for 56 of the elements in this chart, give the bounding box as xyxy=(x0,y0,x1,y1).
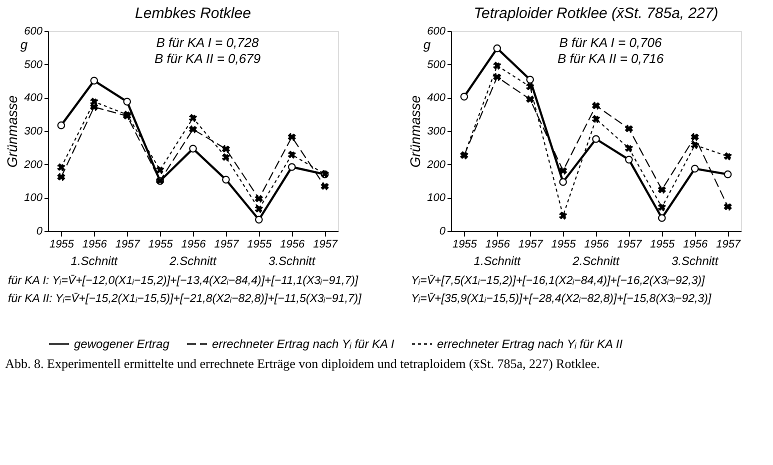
text: Yᵢ=V̄+[35,9(X1ᵢ−15,5)]+[−28,4(X2ᵢ−82,8)]+[−15,8(X3ᵢ−92,3)] xyxy=(411,292,712,305)
x-tick-label: 1955 xyxy=(452,238,478,250)
x-tick-label: 1957 xyxy=(115,238,141,250)
y-tick-label: 300 xyxy=(24,126,44,138)
y-axis-title: Grünmasse xyxy=(4,95,20,168)
x-tick-label: 1955 xyxy=(247,238,273,250)
y-axis-title: Grünmasse xyxy=(407,95,424,168)
annotation: B für KA I = 0,728 xyxy=(156,35,260,50)
y-tick-label: 300 xyxy=(427,126,446,138)
y-tick-label: 0 xyxy=(439,226,446,238)
y-tick-label: 400 xyxy=(427,92,446,104)
annotation: B für KA I = 0,706 xyxy=(559,35,663,50)
chart-title: Lembkes Rotklee xyxy=(135,5,251,22)
text: g xyxy=(20,37,28,52)
y-tick-label: 400 xyxy=(24,92,44,104)
y-tick-label: 200 xyxy=(426,158,446,171)
annotation: B für KA II = 0,716 xyxy=(557,51,664,66)
text: für KA II: Yᵢ=V̄+[−15,2(X1ᵢ−15,5)]+[−21,8(X2ᵢ−82,8)]+[−11,5(X3ᵢ−91,7)] xyxy=(8,292,362,305)
annotation: B für KA II = 0,679 xyxy=(154,51,261,66)
x-tick-label: 1957 xyxy=(313,238,338,250)
chart-title: Tetraploider Rotklee (x̄St. 785a, 227) xyxy=(474,5,718,22)
y-tick-label: 600 xyxy=(24,26,44,38)
text: g xyxy=(423,37,432,52)
x-tick-label: 1956 xyxy=(683,238,708,250)
legend-label: errechneter Ertrag nach Yᵢ für KA I xyxy=(212,337,395,351)
y-tick-label: 500 xyxy=(427,58,446,71)
y-tick-label: 500 xyxy=(24,58,44,71)
text: 3.Schnitt xyxy=(268,254,316,268)
x-tick-label: 1957 xyxy=(716,238,742,250)
x-tick-label: 1957 xyxy=(214,238,240,250)
text: 2.Schnitt xyxy=(168,254,218,268)
y-tick-label: 200 xyxy=(23,158,44,171)
y-tick-label: 100 xyxy=(427,192,446,204)
text: Yᵢ=V̄+[7,5(X1ᵢ−15,2)]+[−16,1(X2ᵢ−84,4)]+[−16,2(X3ᵢ−92,3)] xyxy=(411,274,706,287)
x-tick-label: 1957 xyxy=(617,238,643,250)
text: 3.Schnitt xyxy=(672,254,719,268)
text: 2.Schnitt xyxy=(572,254,620,268)
text: 1.Schnitt xyxy=(70,254,118,268)
x-tick-label: 1955 xyxy=(148,238,174,250)
text: 1.Schnitt xyxy=(474,254,522,268)
x-tick-label: 1956 xyxy=(82,238,108,250)
x-tick-label: 1955 xyxy=(49,238,75,250)
x-tick-label: 1955 xyxy=(551,238,577,250)
x-tick-label: 1955 xyxy=(650,238,676,250)
x-tick-label: 1956 xyxy=(280,238,306,250)
x-tick-label: 1956 xyxy=(485,238,511,250)
y-tick-label: 0 xyxy=(36,226,44,238)
text: für KA I: Yᵢ=V̄+[−12,0(X1ᵢ−15,2)]+[−13,4(X2ᵢ−84,4)]+[−11,1(X3ᵢ−91,7)] xyxy=(8,274,359,287)
x-tick-label: 1956 xyxy=(584,238,610,250)
legend-label: gewogener Ertrag xyxy=(74,337,170,351)
y-tick-label: 100 xyxy=(24,192,44,204)
y-tick-label: 600 xyxy=(427,26,446,38)
x-tick-label: 1957 xyxy=(518,238,544,250)
legend-label: errechneter Ertrag nach Yᵢ für KA II xyxy=(437,337,624,351)
caption: Abb. 8. Experimentell ermittelte und errechnete Erträge von diploidem und tetraploidem (x̄St. 785a, 227) Rotklee. xyxy=(5,356,600,371)
x-tick-label: 1956 xyxy=(181,238,207,250)
